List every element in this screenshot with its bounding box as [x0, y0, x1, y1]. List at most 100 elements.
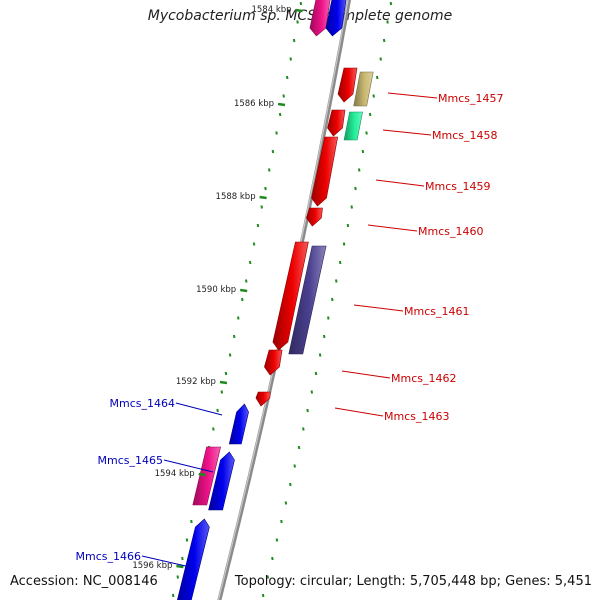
tick-mark: [282, 94, 285, 98]
gene-label[interactable]: Mmcs_1465: [98, 454, 163, 467]
tick-mark: [342, 242, 346, 246]
gene-features[interactable]: [176, 0, 374, 600]
tick-mark: [285, 75, 289, 80]
gene-feature-red[interactable]: [306, 207, 323, 227]
tick-mark: [224, 371, 228, 376]
scale-label: 1588 kbp: [216, 192, 256, 202]
gene-feature-red[interactable]: [255, 391, 271, 407]
gene-feature-olive[interactable]: [353, 71, 374, 107]
tick-mark: [181, 556, 184, 561]
tick-mark: [302, 427, 305, 431]
gene-feature-blue[interactable]: [325, 0, 347, 37]
tick-mark: [260, 205, 263, 209]
tick-mark: [335, 279, 338, 283]
label-leader-line: [175, 402, 223, 416]
gene-label[interactable]: Mmcs_1458: [432, 129, 497, 142]
label-leader-line: [382, 129, 432, 136]
tick-mark: [245, 279, 248, 283]
tick-mark: [228, 353, 232, 357]
gene-labels[interactable]: Mmcs_1457 Mmcs_1458 Mmcs_1459 Mmcs_1460 Mmcs…: [76, 92, 504, 568]
gene-feature-red[interactable]: [264, 349, 283, 376]
tick-mark: [176, 575, 180, 579]
gene-feature-red[interactable]: [272, 241, 309, 351]
label-leader-line: [387, 92, 438, 99]
tick-mark: [185, 538, 189, 542]
scale-label: 1592 kbp: [176, 377, 216, 387]
label-leader-line: [334, 407, 384, 417]
tick-mark: [264, 186, 267, 191]
gene-label[interactable]: Mmcs_1459: [425, 180, 490, 193]
gene-feature-blue[interactable]: [208, 451, 235, 511]
gene-label[interactable]: Mmcs_1464: [110, 397, 175, 410]
gene-feature-blue[interactable]: [176, 518, 210, 600]
gene-label[interactable]: Mmcs_1457: [438, 92, 503, 105]
tick-mark: [275, 131, 278, 135]
tick-mark: [299, 1, 303, 6]
tick-mark: [314, 371, 318, 376]
tick-mark: [289, 482, 292, 487]
tick-mark: [322, 334, 326, 339]
tick-mark: [252, 242, 256, 246]
gene-feature-purple[interactable]: [288, 245, 327, 355]
genome-summary-text: Topology: circular; Length: 5,705,448 bp…: [234, 574, 592, 589]
tick-mark: [386, 20, 389, 24]
gene-feature-magenta[interactable]: [192, 446, 221, 506]
major-tick: [259, 195, 267, 200]
scale-label: 1590 kbp: [196, 285, 236, 295]
label-leader-line: [163, 459, 214, 473]
gene-label[interactable]: Mmcs_1466: [76, 550, 141, 563]
tick-mark: [232, 334, 236, 339]
major-tick: [295, 8, 303, 13]
tick-mark: [346, 223, 350, 228]
scale-label: 1586 kbp: [234, 99, 274, 109]
outer-tick-track: [261, 1, 393, 598]
gene-feature-blue[interactable]: [228, 403, 249, 445]
tick-mark: [280, 519, 283, 524]
label-leader-line: [367, 224, 418, 232]
tick-mark: [379, 57, 382, 61]
label-leader-line: [341, 370, 391, 379]
tick-mark: [241, 297, 244, 302]
tick-mark: [275, 538, 279, 542]
gene-label[interactable]: Mmcs_1462: [391, 372, 456, 385]
tick-mark: [267, 168, 271, 172]
tick-mark: [212, 427, 215, 431]
gene-feature-red[interactable]: [337, 67, 358, 103]
tick-mark: [361, 149, 365, 154]
tick-mark: [237, 316, 240, 320]
tick-mark: [278, 112, 282, 117]
scale-labels: 1584 kbp 1586 kbp 1588 kbp 1590 kbp 1592 kbp…: [132, 5, 303, 571]
scale-label: 1594 kbp: [155, 469, 195, 479]
tick-mark: [248, 260, 252, 265]
major-tick: [277, 102, 286, 107]
tick-mark: [297, 445, 301, 450]
tick-mark: [389, 1, 393, 6]
tick-mark: [220, 390, 224, 394]
map-title: Mycobacterium sp. MCS, complete genome: [147, 8, 453, 24]
major-tick: [240, 288, 248, 293]
inner-tick-track: [171, 1, 303, 598]
gene-feature-red[interactable]: [311, 136, 339, 207]
tick-mark: [382, 38, 386, 43]
gene-feature-red[interactable]: [327, 109, 346, 137]
tick-mark: [338, 260, 342, 265]
tick-mark: [365, 131, 368, 135]
label-leader-line: [141, 555, 191, 568]
gene-label[interactable]: Mmcs_1463: [384, 410, 449, 423]
gene-label[interactable]: Mmcs_1461: [404, 305, 469, 318]
tick-mark: [350, 205, 353, 209]
gene-label[interactable]: Mmcs_1460: [418, 225, 483, 238]
tick-mark: [266, 575, 270, 579]
scale-label: 1596 kbp: [132, 561, 172, 571]
tick-mark: [296, 20, 299, 24]
major-tick: [219, 380, 228, 385]
tick-mark: [306, 408, 309, 413]
tick-mark: [216, 408, 219, 413]
gene-feature-magenta[interactable]: [309, 0, 331, 37]
tick-mark: [331, 297, 334, 302]
tick-mark: [327, 316, 330, 320]
tick-mark: [293, 464, 296, 468]
tick-mark: [368, 112, 372, 117]
gene-feature-teal[interactable]: [343, 111, 363, 141]
